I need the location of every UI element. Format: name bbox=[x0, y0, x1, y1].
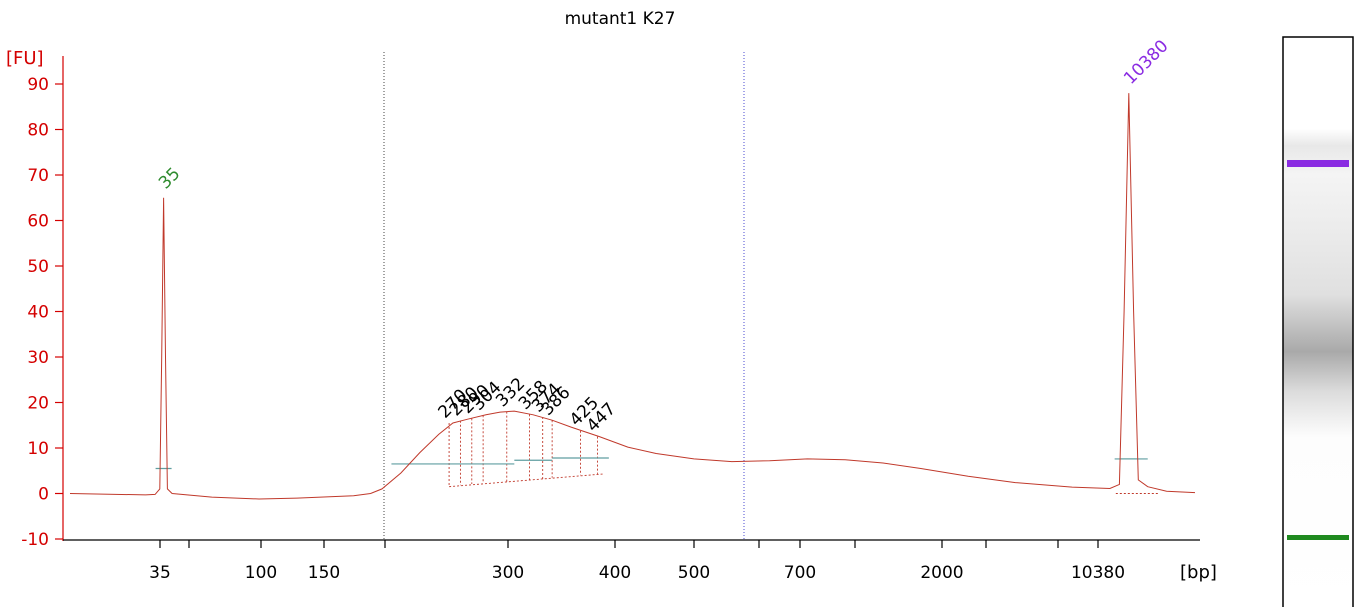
x-axis-label: [bp] bbox=[1180, 562, 1217, 583]
y-tick-label: -10 bbox=[21, 530, 49, 550]
y-tick-label: 40 bbox=[27, 303, 49, 323]
gel-band-upper-marker bbox=[1287, 160, 1349, 167]
marker-label: 10380 bbox=[1120, 36, 1172, 88]
x-tick-label: 2000 bbox=[920, 563, 963, 583]
region-lines bbox=[383, 52, 745, 540]
marker-label: 35 bbox=[155, 164, 184, 193]
y-tick-label: 90 bbox=[27, 75, 49, 95]
x-tick-label: 150 bbox=[308, 563, 340, 583]
marker-labels: 35 10380 bbox=[155, 36, 1173, 193]
x-axis: 35 100 150 300 400 500 700 2000 10380 bbox=[63, 539, 1200, 583]
gel-lane bbox=[1282, 36, 1354, 607]
x-tick-label: 300 bbox=[492, 563, 524, 583]
y-tick-label: 10 bbox=[27, 439, 49, 459]
y-tick-label: 0 bbox=[38, 485, 49, 505]
x-tick-label: 500 bbox=[678, 563, 710, 583]
y-tick-label: 60 bbox=[27, 212, 49, 232]
y-tick-label: 20 bbox=[27, 394, 49, 414]
x-tick-label: 35 bbox=[149, 563, 171, 583]
x-tick-label: 700 bbox=[784, 563, 816, 583]
fragment-baseline bbox=[449, 473, 604, 488]
y-tick-label: 70 bbox=[27, 166, 49, 186]
x-tick-label: 400 bbox=[599, 563, 631, 583]
y-tick-label: 80 bbox=[27, 121, 49, 141]
y-axis-label: [FU] bbox=[6, 48, 44, 69]
x-tick-label: 10380 bbox=[1071, 563, 1125, 583]
gel-band-lower-marker bbox=[1287, 535, 1349, 540]
y-tick-label: 50 bbox=[27, 257, 49, 277]
y-axis: -10 0 10 20 30 40 50 60 70 80 90 bbox=[21, 56, 64, 550]
peak-drops bbox=[155, 411, 1159, 494]
x-tick-label: 100 bbox=[245, 563, 277, 583]
chart-title: mutant1 K27 bbox=[565, 9, 676, 29]
series-trace bbox=[69, 93, 1196, 500]
y-tick-label: 30 bbox=[27, 348, 49, 368]
